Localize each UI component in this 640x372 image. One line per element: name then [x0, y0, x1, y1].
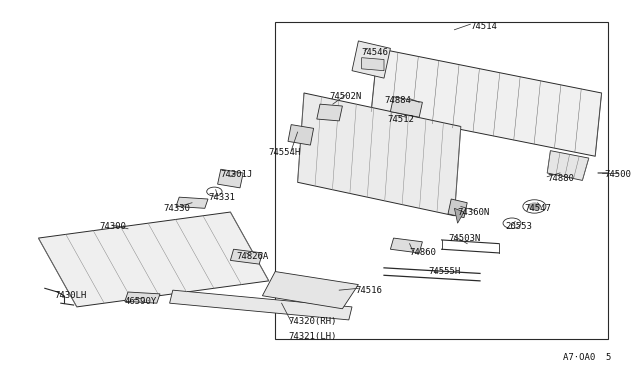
Text: 74500: 74500	[605, 170, 632, 179]
Polygon shape	[352, 41, 390, 78]
Text: 74880: 74880	[547, 174, 574, 183]
Polygon shape	[288, 125, 314, 145]
Text: 74331: 74331	[208, 193, 235, 202]
Text: 74516: 74516	[355, 286, 382, 295]
Text: 74826A: 74826A	[237, 252, 269, 261]
Polygon shape	[454, 208, 464, 223]
Text: 74300: 74300	[99, 222, 126, 231]
Polygon shape	[371, 48, 602, 156]
Polygon shape	[170, 290, 352, 320]
Text: 20553: 20553	[506, 222, 532, 231]
Polygon shape	[230, 249, 262, 264]
Polygon shape	[390, 238, 422, 253]
Polygon shape	[176, 197, 208, 208]
Polygon shape	[362, 58, 384, 71]
Text: 74502N: 74502N	[330, 92, 362, 101]
Polygon shape	[218, 169, 243, 188]
Text: 74860: 74860	[410, 248, 436, 257]
Text: 74547: 74547	[525, 204, 552, 213]
Polygon shape	[125, 292, 160, 303]
Polygon shape	[262, 272, 358, 309]
Polygon shape	[547, 151, 589, 180]
Text: 74301J: 74301J	[221, 170, 253, 179]
Circle shape	[528, 203, 541, 210]
Text: 74555H: 74555H	[429, 267, 461, 276]
Text: 7430LH: 7430LH	[54, 291, 86, 300]
Text: 74321(LH): 74321(LH)	[288, 332, 337, 341]
Text: 74554H: 74554H	[269, 148, 301, 157]
Polygon shape	[390, 97, 422, 117]
Polygon shape	[317, 104, 342, 121]
Text: 74320(RH): 74320(RH)	[288, 317, 337, 326]
Text: 74512: 74512	[387, 115, 414, 124]
Polygon shape	[448, 199, 467, 218]
Text: 74546: 74546	[362, 48, 388, 57]
Text: 74884: 74884	[384, 96, 411, 105]
Polygon shape	[298, 93, 461, 216]
Text: 74514: 74514	[470, 22, 497, 31]
Text: A7·OA0  5: A7·OA0 5	[563, 353, 612, 362]
Text: 74330: 74330	[163, 204, 190, 213]
Polygon shape	[38, 212, 269, 307]
Text: 74360N: 74360N	[458, 208, 490, 217]
Text: 46590Y: 46590Y	[125, 297, 157, 306]
Text: 74503N: 74503N	[448, 234, 480, 243]
Bar	[275, 22, 608, 339]
